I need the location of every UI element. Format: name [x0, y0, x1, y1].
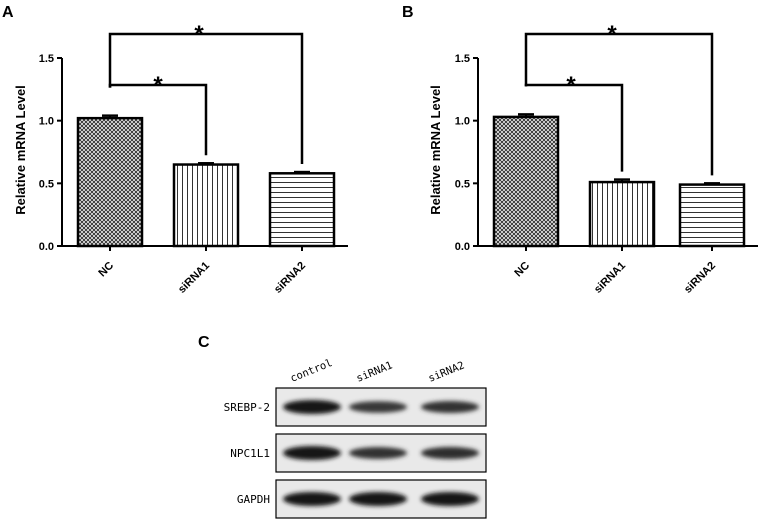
chart-panel-b: B Relative mRNA Level 0.0 0.5 1.0 1.5 NC siRN… — [402, 4, 758, 296]
category-label: siRNA1 — [592, 260, 628, 296]
blot-band — [283, 446, 341, 460]
blot-band — [283, 400, 341, 414]
significance-bracket — [524, 32, 714, 176]
lane-label-sirna1: siRNA1 — [355, 359, 395, 384]
significance-star: * — [194, 21, 204, 48]
panel-letter-a: A — [2, 4, 14, 21]
y-tick-label: 1.0 — [455, 116, 470, 128]
category-label: siRNA2 — [682, 260, 718, 296]
y-tick-label: 0.0 — [455, 241, 470, 253]
blot-row-label-gapdh: GAPDH — [237, 493, 270, 506]
significance-bracket — [108, 32, 304, 165]
y-tick-label: 0.5 — [39, 178, 54, 190]
bar-sirna1 — [172, 163, 240, 248]
y-tick-label: 0.0 — [39, 241, 54, 253]
bar-sirna1 — [588, 180, 656, 248]
blot-row-label-srebp-2: SREBP-2 — [224, 401, 270, 414]
blot-band — [349, 401, 407, 413]
blot-row-label-npc1l1: NPC1L1 — [230, 447, 270, 460]
y-axis-title-b: Relative mRNA Level — [428, 85, 443, 215]
blot-panel-c: C control siRNA1 siRNA2 SREBP-2 NPC1L1 GAPDH — [198, 334, 487, 519]
y-axis-title-a: Relative mRNA Level — [13, 85, 28, 215]
panel-letter-b: B — [402, 4, 414, 21]
category-label: siRNA2 — [272, 260, 308, 296]
blot-band — [421, 401, 479, 413]
blot-band — [349, 492, 407, 506]
lane-label-control: control — [289, 357, 335, 385]
lane-label-sirna2: siRNA2 — [427, 359, 467, 384]
y-tick-label: 0.5 — [455, 178, 470, 190]
category-label: siRNA1 — [176, 260, 212, 296]
y-tick-label: 1.5 — [455, 53, 470, 65]
blot-band — [421, 492, 479, 506]
bar-nc — [492, 115, 560, 248]
bar-nc — [76, 116, 144, 248]
blot-band — [349, 447, 407, 459]
category-label: NC — [96, 260, 116, 280]
category-label: NC — [512, 260, 532, 280]
significance-star: * — [607, 21, 617, 48]
blot-band — [421, 446, 479, 460]
significance-star: * — [566, 72, 576, 99]
significance-star: * — [153, 72, 163, 99]
bar-sirna2 — [678, 183, 746, 248]
bar-sirna2 — [268, 172, 336, 248]
y-tick-label: 1.0 — [39, 116, 54, 128]
chart-panel-a: A Relative mRNA Level 0.0 0.5 1.0 1.5 NC siRN… — [2, 4, 348, 296]
y-tick-label: 1.5 — [39, 53, 54, 65]
blot-band — [283, 492, 341, 506]
panel-letter-c: C — [198, 334, 210, 351]
